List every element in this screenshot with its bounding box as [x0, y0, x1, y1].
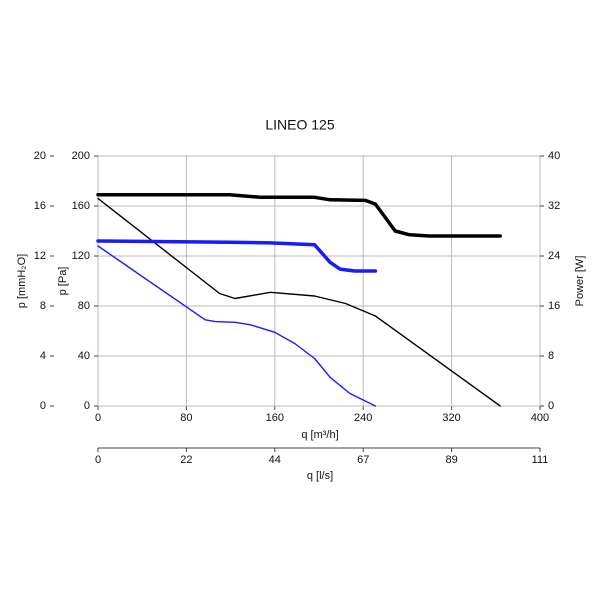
y3-tick-label: 12: [34, 250, 46, 262]
y2-tick-label: 16: [548, 300, 560, 312]
x2-axis-label: q [l/s]: [307, 470, 333, 482]
y3-axis-label: p [mmH₂O]: [16, 254, 28, 308]
y3-tick-label: 8: [40, 300, 46, 312]
y-tick-label: 200: [72, 150, 90, 162]
series-line: [96, 193, 502, 238]
y3-tick-label: 0: [40, 400, 46, 412]
y2-tick-label: 32: [548, 200, 560, 212]
y-tick-label: 80: [78, 300, 90, 312]
x2-tick-label: 67: [357, 454, 369, 466]
x-tick-label: 0: [95, 412, 101, 424]
y-tick-label: 40: [78, 350, 90, 362]
x2-tick-label: 89: [445, 454, 457, 466]
y3-tick-label: 4: [40, 350, 46, 362]
y-tick-label: 120: [72, 250, 90, 262]
y-axis-label: p [Pa]: [57, 267, 69, 296]
y2-tick-label: 8: [548, 350, 554, 362]
y3-tick-label: 16: [34, 200, 46, 212]
y2-tick-label: 40: [548, 150, 560, 162]
x-tick-label: 400: [531, 412, 549, 424]
x-tick-label: 240: [354, 412, 372, 424]
y3-tick-label: 20: [34, 150, 46, 162]
x2-tick-label: 44: [269, 454, 281, 466]
y2-tick-label: 24: [548, 250, 560, 262]
y2-axis-label: Power [W]: [574, 256, 586, 307]
x-tick-label: 160: [266, 412, 284, 424]
series-line: [96, 239, 378, 273]
series-line: [97, 245, 377, 407]
x2-tick-label: 111: [532, 454, 549, 466]
x-axis-label: q [m³/h]: [301, 429, 338, 441]
series-line: [97, 197, 501, 407]
x2-tick-label: 22: [180, 454, 192, 466]
y-tick-label: 0: [84, 400, 90, 412]
x2-tick-label: 0: [95, 454, 101, 466]
chart-title: LINEO 125: [265, 117, 334, 133]
x-tick-label: 80: [180, 412, 192, 424]
x-tick-label: 320: [442, 412, 460, 424]
y-tick-label: 160: [72, 200, 90, 212]
y2-tick-label: 0: [548, 400, 554, 412]
